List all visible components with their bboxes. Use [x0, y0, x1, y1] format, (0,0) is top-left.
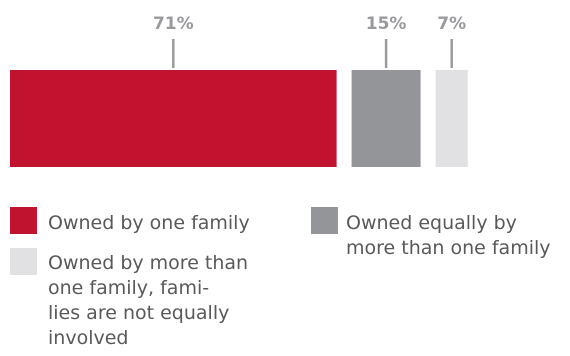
legend-item-owned-equally: Owned equally by more than one family — [311, 207, 551, 259]
legend-swatch-not-equally-involved — [10, 248, 37, 275]
legend-swatch-owned-equally — [311, 207, 338, 234]
value-label-not-equally-involved: 7% — [437, 14, 466, 34]
legend-label-line: Owned by more than — [48, 252, 248, 274]
legend-swatch-owned-by-one-family — [10, 207, 37, 234]
legend-label-line: more than one family — [346, 237, 551, 259]
legend-label-line: lies are not equally — [48, 302, 229, 324]
bar-group — [10, 70, 468, 167]
bar-owned-equally — [351, 70, 421, 167]
bar-not-equally-involved — [435, 70, 468, 167]
legend-item-not-equally-involved: Owned by more than one family, fami-lies … — [10, 248, 248, 349]
legend-label-line: one family, fami- — [48, 277, 209, 299]
bar-owned-by-one-family — [10, 70, 337, 167]
legend: Owned by one family Owned equally by more … — [10, 207, 551, 349]
legend-label-line: Owned equally by — [346, 212, 517, 234]
value-label-owned-by-one-family: 71% — [153, 14, 194, 34]
legend-label-line: Owned by one family — [48, 212, 250, 234]
legend-item-owned-by-one-family: Owned by one family — [10, 207, 250, 234]
value-label-group: 71% 15% 7% — [153, 14, 466, 68]
value-label-owned-equally: 15% — [366, 14, 407, 34]
legend-label-line: involved — [48, 327, 128, 349]
